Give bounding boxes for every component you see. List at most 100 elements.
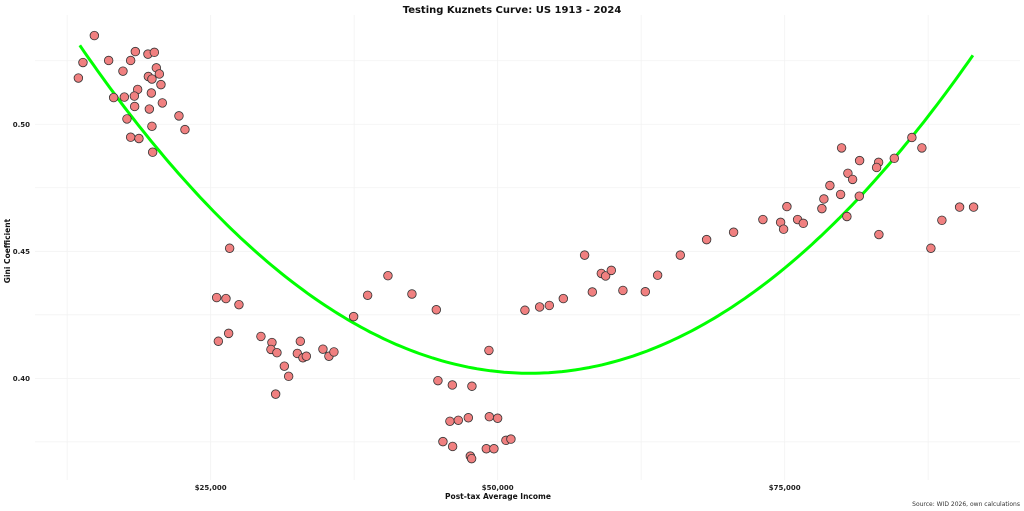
data-point — [103, 55, 114, 66]
data-point — [223, 328, 234, 339]
data-point — [587, 287, 598, 297]
data-point — [329, 347, 339, 357]
data-point — [431, 305, 442, 315]
data-point — [782, 201, 792, 212]
data-point — [728, 227, 739, 237]
data-point — [89, 30, 100, 41]
data-point — [146, 88, 157, 98]
data-point — [73, 73, 84, 83]
data-point — [154, 69, 165, 79]
grid — [35, 15, 1020, 480]
data-point — [652, 270, 663, 280]
data-point — [701, 234, 712, 245]
data-point — [130, 46, 141, 57]
data-point — [937, 215, 947, 226]
data-point — [836, 143, 847, 153]
data-point — [520, 305, 530, 315]
data-point — [968, 202, 979, 212]
x-tick-label: $75,000 — [769, 484, 801, 492]
fit-curve-group — [78, 44, 975, 375]
data-point — [318, 344, 328, 354]
data-point — [256, 331, 266, 342]
data-point — [558, 293, 569, 304]
data-point — [147, 147, 158, 157]
data-point — [108, 92, 119, 103]
data-point — [447, 380, 458, 390]
x-tick-label: $25,000 — [195, 484, 227, 492]
data-point — [618, 285, 628, 296]
data-point — [122, 114, 132, 124]
data-point — [544, 300, 555, 311]
data-point — [348, 311, 359, 322]
data-point — [270, 389, 281, 399]
data-point — [407, 289, 417, 299]
y-axis-label: Gini Coefficient — [3, 218, 12, 283]
data-point — [640, 287, 651, 297]
data-point — [835, 189, 846, 200]
data-point — [125, 55, 136, 66]
fit-curve — [78, 44, 975, 375]
data-point — [466, 453, 477, 464]
data-point — [825, 180, 835, 191]
data-point — [484, 412, 495, 422]
data-point — [798, 218, 809, 229]
data-point — [847, 174, 858, 185]
data-point — [489, 444, 499, 454]
data-point — [606, 265, 617, 276]
data-point — [926, 243, 936, 253]
data-point — [445, 416, 455, 427]
data-point — [129, 101, 140, 112]
data-point — [283, 371, 294, 382]
chart-title: Testing Kuznets Curve: US 1913 - 2024 — [403, 5, 622, 16]
data-point — [600, 271, 611, 281]
data-point — [917, 143, 927, 153]
y-tick-label: 0.40 — [13, 375, 30, 383]
data-point — [954, 202, 965, 212]
data-point — [174, 111, 184, 121]
data-point — [907, 132, 917, 143]
points-group — [73, 30, 979, 464]
data-point — [484, 345, 494, 356]
data-point — [383, 271, 393, 281]
data-point — [147, 74, 157, 84]
data-point — [447, 441, 458, 452]
data-point — [295, 336, 306, 346]
data-point — [78, 57, 88, 68]
data-point — [118, 66, 128, 76]
data-point — [467, 381, 477, 391]
data-point — [492, 413, 503, 423]
data-point — [211, 292, 222, 303]
data-point — [134, 133, 144, 144]
data-point — [221, 293, 231, 304]
data-point — [157, 98, 168, 108]
data-point — [301, 351, 312, 361]
data-point — [180, 124, 190, 135]
data-point — [506, 434, 516, 444]
x-axis-label: Post-tax Average Income — [445, 492, 551, 501]
data-point — [534, 302, 545, 312]
data-point — [362, 290, 373, 300]
data-point — [433, 375, 443, 386]
data-point — [854, 155, 865, 166]
data-point — [234, 299, 244, 310]
data-point — [842, 211, 852, 222]
data-point — [463, 413, 474, 423]
data-point — [579, 250, 590, 260]
data-point — [272, 347, 282, 358]
data-point — [213, 336, 224, 346]
data-point — [854, 191, 865, 201]
data-point — [874, 229, 884, 240]
data-point — [147, 121, 157, 131]
data-point — [438, 436, 448, 447]
data-point — [279, 361, 290, 371]
data-point — [125, 132, 136, 142]
data-point — [819, 194, 829, 204]
data-point — [758, 214, 768, 225]
data-point — [156, 79, 166, 90]
data-point — [778, 224, 789, 234]
x-tick-label: $50,000 — [482, 484, 514, 492]
tick-labels: $25,000 $50,000 $75,000 0.40 0.45 0.50 — [13, 121, 801, 492]
data-point — [675, 250, 686, 260]
data-point — [119, 92, 130, 102]
